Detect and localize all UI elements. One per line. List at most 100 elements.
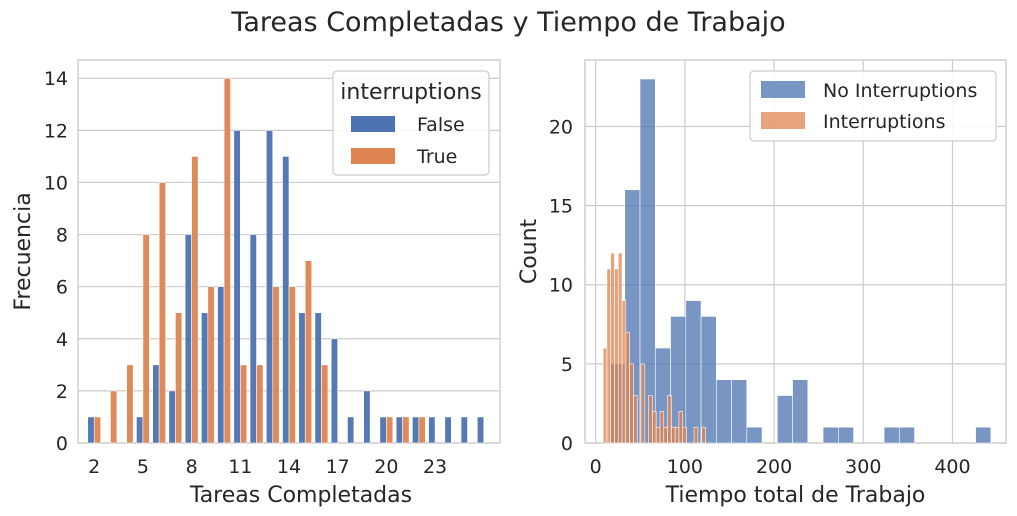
hist-bar-no-interruptions	[715, 379, 732, 444]
legend-label: True	[416, 146, 457, 168]
x-tick-label: 11	[228, 456, 252, 478]
bar-true	[175, 312, 183, 444]
bar-false	[476, 416, 485, 444]
bar-true	[256, 364, 264, 444]
legend-swatch	[761, 112, 805, 129]
x-tick-label: 23	[423, 456, 447, 478]
bar-true	[191, 156, 199, 444]
legend-swatch	[351, 148, 395, 164]
hist-bar-no-interruptions	[792, 379, 809, 444]
bar-false	[217, 286, 225, 444]
x-tick-label: 400	[934, 456, 970, 478]
hist-bar-interruptions	[659, 411, 665, 444]
x-axis-label: Tiempo total de Trabajo	[665, 483, 926, 508]
y-tick-label: 2	[56, 381, 68, 403]
bar-true	[93, 416, 102, 444]
y-tick-label: 10	[549, 275, 573, 297]
bar-false	[249, 234, 257, 444]
hist-bar-interruptions	[621, 300, 627, 444]
y-tick-label: 12	[44, 120, 68, 142]
hist-bar-interruptions	[674, 426, 680, 444]
hist-bar-interruptions	[671, 426, 676, 444]
x-tick-label: 17	[326, 456, 350, 478]
hist-bar-no-interruptions	[731, 379, 748, 444]
y-tick-label: 8	[56, 225, 68, 247]
legend-label: No Interruptions	[823, 80, 977, 102]
y-tick-label: 20	[549, 116, 573, 138]
y-tick-label: 6	[56, 277, 68, 299]
bar-false	[347, 416, 355, 444]
bar-false	[444, 416, 452, 444]
hist-bar-no-interruptions	[899, 426, 915, 444]
legend-swatch	[351, 116, 395, 132]
hist-bar-no-interruptions	[883, 426, 900, 444]
x-tick-label: 300	[845, 456, 881, 478]
bar-false	[136, 416, 144, 444]
hist-bar-no-interruptions	[685, 300, 702, 444]
hist-bar-interruptions	[625, 331, 630, 444]
x-tick-label: 2	[88, 456, 100, 478]
hist-bar-interruptions	[682, 426, 687, 444]
bar-false	[298, 312, 306, 444]
x-tick-label: 100	[667, 456, 703, 478]
bar-true	[321, 364, 329, 444]
bar-true	[207, 286, 215, 444]
bar-false	[395, 416, 403, 444]
hist-bar-interruptions	[606, 268, 611, 444]
hist-bar-no-interruptions	[670, 316, 687, 444]
y-tick-label: 4	[56, 329, 68, 351]
y-tick-label: 10	[44, 172, 68, 194]
hist-bar-no-interruptions	[700, 316, 717, 444]
hist-bar-no-interruptions	[838, 426, 854, 444]
hist-bar-interruptions	[663, 426, 668, 444]
figure-title: Tareas Completadas y Tiempo de Trabajo	[231, 7, 786, 38]
hist-bar-interruptions	[602, 347, 608, 444]
bar-true	[288, 286, 296, 444]
bar-false	[233, 130, 241, 444]
hist-bar-interruptions	[648, 395, 653, 444]
hist-bar-interruptions	[640, 363, 646, 444]
legend-label: Interruptions	[823, 111, 945, 133]
bar-false	[87, 416, 95, 444]
hist-bar-no-interruptions	[746, 426, 763, 444]
hist-bar-interruptions	[693, 426, 699, 444]
bar-true	[158, 182, 166, 444]
bar-true	[386, 416, 394, 444]
bar-false	[201, 312, 209, 444]
hist-bar-interruptions	[667, 395, 672, 444]
bar-true	[126, 364, 134, 444]
x-tick-label: 14	[277, 456, 301, 478]
bar-false	[314, 312, 322, 444]
bar-true	[402, 416, 410, 444]
bar-true	[142, 234, 150, 444]
x-tick-label: 8	[186, 456, 198, 478]
y-tick-label: 5	[561, 354, 573, 376]
bar-true	[223, 77, 231, 444]
y-tick-label: 14	[44, 68, 68, 90]
bar-false	[282, 156, 290, 444]
x-axis-label: Tareas Completadas	[189, 483, 412, 508]
legend-title: interruptions	[340, 80, 481, 105]
bar-false	[428, 416, 436, 444]
y-axis-label: Frecuencia	[11, 192, 36, 310]
hist-bar-interruptions	[629, 363, 634, 444]
bar-true	[272, 286, 280, 444]
legend-label: False	[417, 114, 465, 136]
hist-bar-interruptions	[633, 395, 638, 444]
hist-bar-interruptions	[614, 268, 619, 444]
bar-false	[152, 364, 160, 444]
bar-false	[168, 390, 176, 444]
hist-bar-no-interruptions	[639, 78, 656, 444]
legend-swatch	[761, 81, 805, 98]
bar-false	[363, 390, 371, 444]
y-axis-label: Count	[517, 218, 542, 284]
bar-true	[304, 260, 313, 444]
bar-false	[379, 416, 387, 444]
x-tick-label: 20	[374, 456, 398, 478]
legend-box	[749, 70, 997, 142]
y-tick-label: 15	[549, 196, 573, 218]
bar-true	[240, 364, 248, 444]
bar-false	[330, 338, 338, 444]
hist-bar-no-interruptions	[822, 426, 839, 444]
